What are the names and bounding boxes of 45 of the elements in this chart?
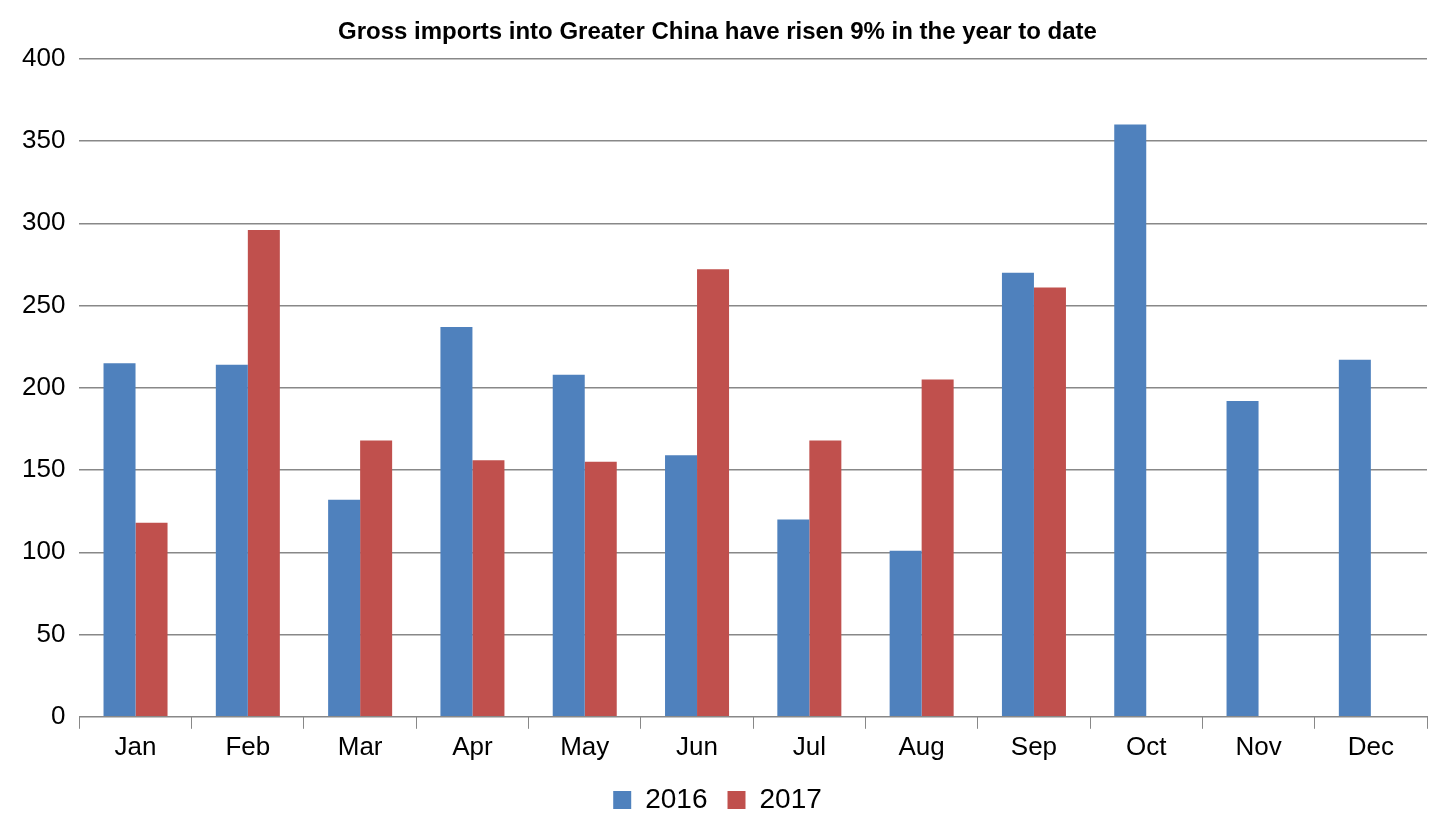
x-tick-label: Jun [676, 730, 718, 761]
y-tick-label: 50 [36, 617, 66, 648]
y-tick-label: 150 [21, 453, 66, 484]
x-tick-label: Dec [1347, 730, 1394, 761]
x-tick-label: Mar [337, 730, 383, 761]
bar [921, 379, 954, 717]
x-tick-label: Aug [898, 730, 945, 761]
x-tick-label: Jul [792, 730, 826, 761]
bar [1338, 359, 1371, 717]
bar [440, 326, 473, 717]
x-tick-label: Sep [1010, 730, 1058, 761]
legend-label: 2016 [645, 782, 708, 814]
x-tick-label: Nov [1235, 730, 1282, 761]
bar [777, 519, 810, 717]
bar [665, 455, 698, 717]
bar [1114, 124, 1147, 717]
x-tick-label: Feb [225, 730, 271, 761]
bar [215, 364, 248, 717]
legend-label: 2017 [759, 782, 822, 814]
x-tick-label: May [560, 730, 610, 761]
y-tick-label: 250 [21, 288, 66, 319]
bar [552, 374, 585, 717]
y-tick-label: 350 [21, 124, 66, 155]
bar [472, 460, 505, 717]
bar [584, 461, 617, 717]
bar [697, 269, 730, 717]
bar [1226, 400, 1259, 717]
chart-title: Gross imports into Greater China have risen 9% in the year to date [338, 17, 1097, 45]
y-tick-label: 100 [21, 535, 66, 566]
bar [1033, 287, 1066, 717]
bar [809, 440, 842, 717]
x-tick-label: Oct [1126, 730, 1168, 761]
y-tick-label: 300 [21, 206, 66, 237]
bar [360, 440, 393, 717]
bar [328, 499, 361, 717]
bar [889, 550, 922, 717]
y-tick-label: 400 [21, 41, 66, 72]
x-tick-label: Apr [452, 730, 493, 761]
y-tick-label: 0 [50, 699, 66, 730]
x-tick-label: Jan [114, 730, 157, 761]
bar [1001, 272, 1034, 717]
bar [247, 229, 280, 717]
bar [103, 363, 136, 717]
y-tick-label: 200 [21, 370, 66, 401]
bar [135, 522, 168, 717]
